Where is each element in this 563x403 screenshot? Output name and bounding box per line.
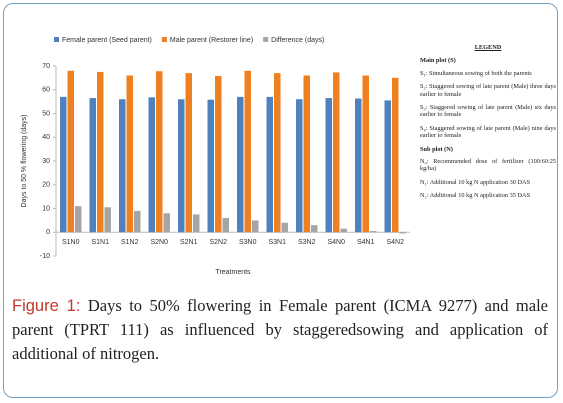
x-tick-label: S1N0: [62, 239, 80, 246]
y-tick-label: 0: [46, 229, 50, 236]
bar: [89, 98, 97, 233]
bar: [222, 218, 229, 233]
legend-item: S₂: Staggered sowing of late parent (Mal…: [420, 83, 556, 98]
x-tick-label: S2N2: [209, 239, 227, 246]
x-tick-label: S4N2: [386, 239, 404, 246]
x-tick-label: S3N2: [298, 239, 316, 246]
legend-swatch: [54, 37, 59, 42]
legend-item: N₁: Additional 10 kg N application 30 DA…: [420, 178, 531, 186]
bar: [192, 214, 200, 233]
y-tick-label: 40: [42, 134, 50, 141]
caption: Figure 1: Days to 50% flowering in Femal…: [12, 294, 548, 366]
bar: [156, 71, 163, 233]
bar: [296, 99, 303, 233]
bar: [251, 220, 259, 233]
bar: [148, 97, 156, 233]
bar: [60, 96, 67, 233]
bar: [303, 75, 310, 233]
legend-label: Difference (days): [271, 37, 324, 44]
bar: [340, 228, 347, 233]
x-tick-label: S2N1: [180, 239, 198, 246]
legend-panel: LEGEND Main plot (S) S₁: Simultaneous sow…: [420, 44, 556, 206]
bar: [237, 96, 244, 233]
bar: [274, 73, 281, 233]
bar: [325, 98, 333, 233]
bar: [74, 206, 82, 233]
legend-item: N₀: Recommended dose of fertilizer (100:…: [420, 158, 556, 173]
legend-title: LEGEND: [474, 44, 502, 51]
x-tick-label: S4N1: [357, 239, 375, 246]
bar: [369, 231, 377, 233]
bar: [97, 71, 104, 233]
bar: [355, 98, 362, 233]
legend-label: Male parent (Restorer line): [170, 37, 253, 44]
y-tick-label: 20: [42, 182, 50, 189]
bar: [362, 75, 369, 233]
bar: [67, 70, 74, 233]
bar: [333, 72, 340, 233]
x-tick-label: S3N0: [239, 239, 257, 246]
bar: [178, 99, 185, 233]
bar: [310, 225, 318, 233]
bar: [126, 75, 133, 233]
legend-label: Female parent (Seed parent): [62, 37, 152, 44]
bar: [384, 100, 392, 233]
y-tick-label: 50: [42, 110, 50, 117]
bar: [244, 70, 251, 233]
y-tick-label: 70: [42, 63, 50, 70]
bar: [215, 75, 222, 233]
bar: [133, 210, 141, 233]
y-tick-label: 10: [42, 205, 50, 212]
legend-swatch: [161, 37, 167, 42]
caption-label: Figure 1:: [12, 297, 81, 315]
bar: [207, 99, 215, 233]
bar: [392, 77, 399, 233]
x-tick-label: S2N0: [150, 239, 168, 246]
caption-text: Days to 50% flowering in Female parent (…: [12, 296, 548, 363]
x-tick-label: S1N1: [91, 239, 109, 246]
legend-item: S₄: Staggered sowing of late parent (Mal…: [420, 124, 556, 140]
y-tick-label: -10: [40, 253, 50, 260]
x-axis-label: Treatments: [215, 269, 251, 276]
y-axis-label: Days to 50 % flowering (days): [21, 115, 28, 208]
legend-heading: Sub plot (N): [420, 145, 453, 153]
chart: -10 0 10 20 30 40 50 60 70 Days to 50 % flowering…: [21, 37, 410, 276]
bar: [399, 232, 406, 234]
legend-item: N₂: Additional 10 kg N application 35 DA…: [420, 192, 531, 200]
bar: [104, 207, 111, 233]
x-tick-label: S1N2: [121, 239, 139, 246]
bar: [185, 73, 192, 233]
legend-swatch: [263, 37, 269, 42]
bar: [163, 213, 170, 233]
bar: [266, 96, 274, 233]
figure-frame: [3, 3, 558, 398]
x-tick-label: S3N1: [268, 239, 286, 246]
bar: [119, 99, 126, 233]
x-tick-label: S4N0: [327, 239, 345, 246]
legend-item: S₃: Staggered sowing of late parent (Mal…: [420, 104, 556, 119]
y-tick-label: 30: [42, 158, 50, 165]
legend-item: S₁: Simultaneous sowing of both the pare…: [420, 69, 532, 77]
bar: [281, 222, 288, 233]
y-tick-label: 60: [42, 87, 50, 94]
legend-heading: Main plot (S): [420, 57, 456, 65]
